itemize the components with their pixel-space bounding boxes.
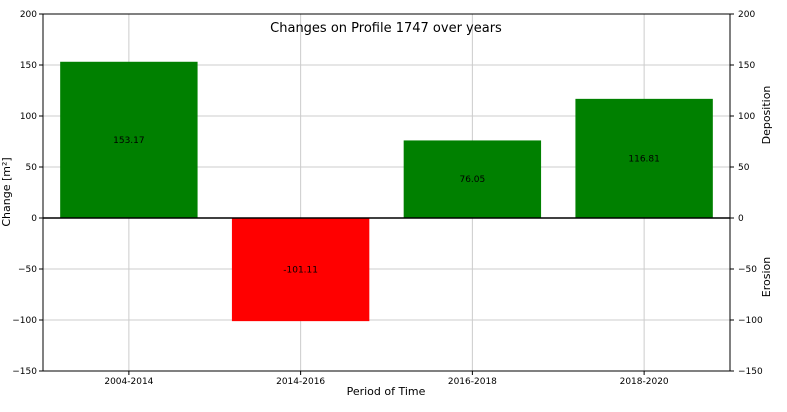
erosion-label: Erosion — [760, 257, 773, 297]
y-tick-label: −100 — [12, 316, 37, 326]
bars-layer — [60, 61, 713, 322]
y-tick-label-right: −150 — [738, 367, 763, 377]
y-axis-title: Change [m²] — [0, 157, 13, 226]
y-tick-label: 150 — [20, 61, 37, 71]
y-tick-label-right: 150 — [738, 61, 755, 71]
x-tick-label: 2004-2014 — [104, 377, 153, 387]
bar — [231, 218, 370, 322]
y-tick-label: 100 — [20, 112, 37, 122]
x-axis-title: Period of Time — [347, 385, 426, 398]
y-tick-label: −150 — [12, 367, 37, 377]
y-tick-label: 200 — [20, 10, 37, 20]
labels-layer: −150 −150 −100 −100 −50 −50 0 0 50 50 100 100 150 150… — [12, 10, 763, 387]
y-tick-label-right: 0 — [738, 214, 744, 224]
deposition-label: Deposition — [760, 86, 773, 145]
bar-value-label: 116.81 — [628, 154, 660, 164]
bar-value-label: 153.17 — [113, 136, 145, 146]
y-tick-label-right: −100 — [738, 316, 763, 326]
x-tick-label: 2014-2016 — [276, 377, 325, 387]
bar — [575, 98, 713, 218]
bar — [403, 140, 542, 218]
plot-frame — [42, 13, 731, 372]
x-tick-label: 2016-2018 — [448, 377, 497, 387]
y-tick-label: −50 — [18, 265, 37, 275]
bar-value-label: -101.11 — [283, 266, 318, 276]
x-tick-label: 2018-2020 — [620, 377, 669, 387]
axes-layer — [39, 13, 734, 375]
y-tick-label-right: 100 — [738, 112, 755, 122]
bar — [60, 61, 198, 218]
y-tick-label: 50 — [26, 163, 38, 173]
y-tick-label-right: 200 — [738, 10, 755, 20]
y-tick-label-right: 50 — [738, 163, 750, 173]
y-tick-label-right: −50 — [738, 265, 757, 275]
y-tick-label: 0 — [31, 214, 37, 224]
chart-title: Changes on Profile 1747 over years — [270, 21, 502, 36]
bar-value-label: 76.05 — [459, 175, 485, 185]
